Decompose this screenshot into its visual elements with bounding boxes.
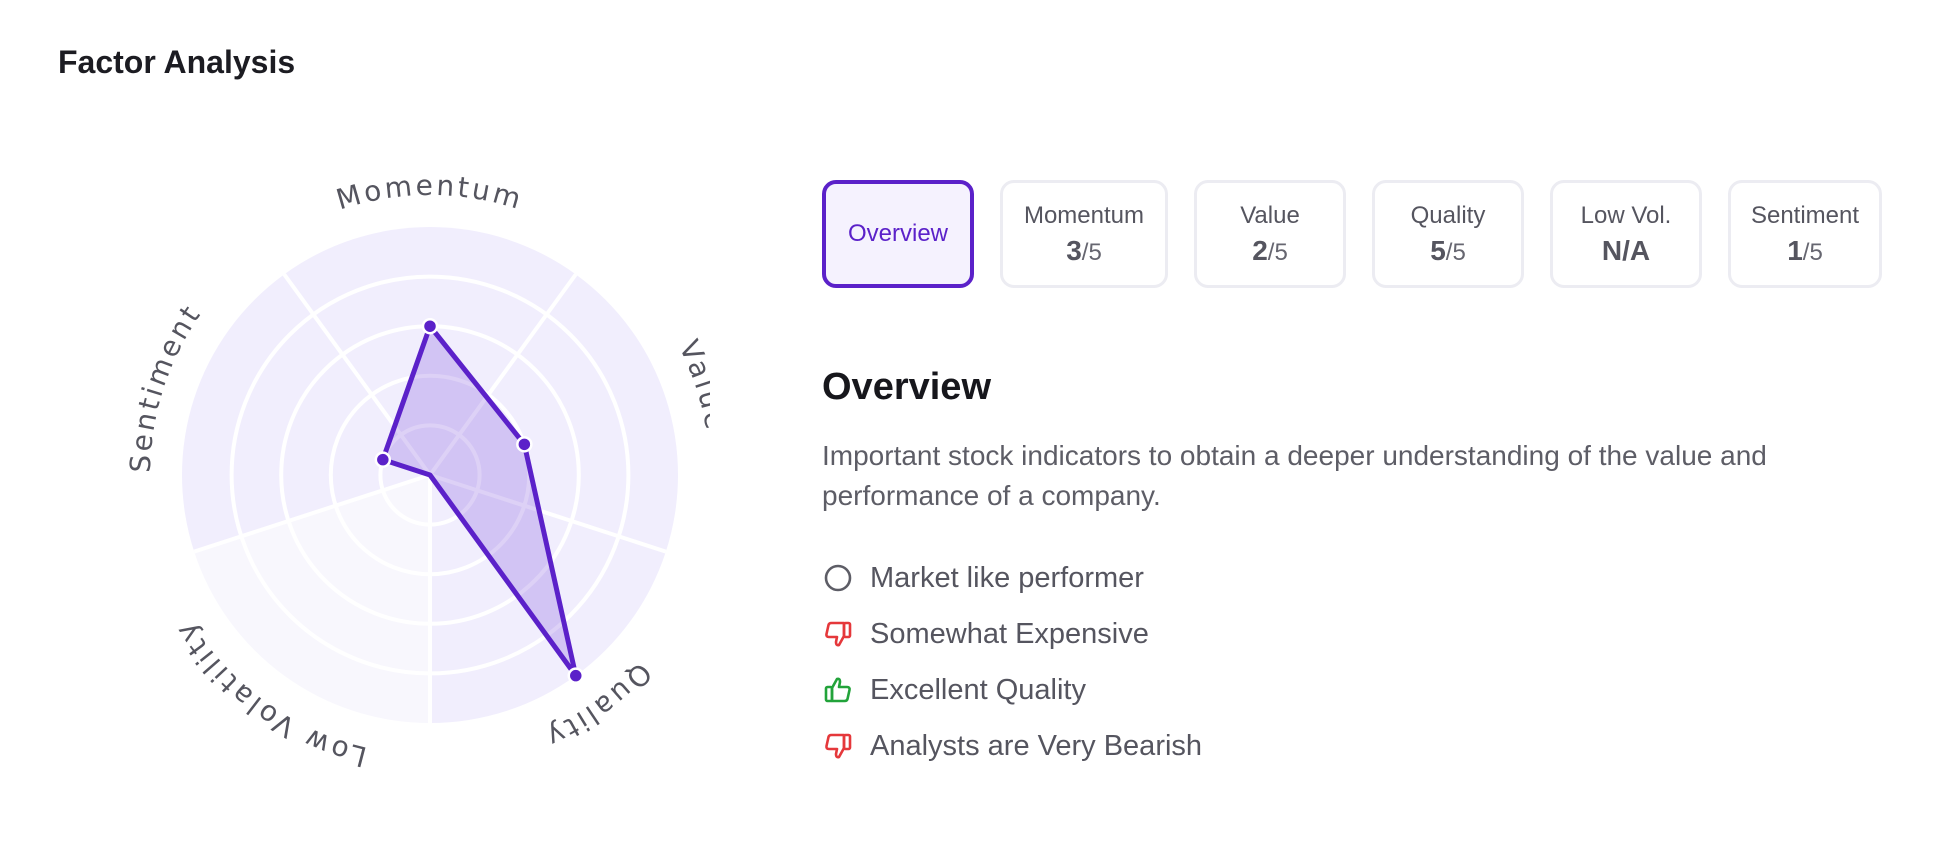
thumbs-down-icon	[822, 730, 854, 762]
factor-tabs: Overview Momentum 3/5 Value 2/5 Quality …	[822, 180, 1882, 292]
tab-label: Momentum	[1023, 202, 1145, 229]
section-heading: Overview	[822, 366, 991, 408]
tab-label: Overview	[847, 220, 949, 247]
radar-chart: MomentumValueQualityLow VolatilitySentim…	[124, 169, 710, 774]
tab-sentiment[interactable]: Sentiment 1/5	[1728, 180, 1882, 288]
radar-point	[374, 451, 392, 468]
list-item: Somewhat Expensive	[822, 606, 1202, 662]
list-item: Market like performer	[822, 550, 1202, 606]
tab-score: 1/5	[1787, 235, 1823, 266]
tab-label: Value	[1240, 202, 1300, 229]
thumbs-down-icon	[822, 618, 854, 650]
list-item: Analysts are Very Bearish	[822, 718, 1202, 774]
tab-overview[interactable]: Overview	[822, 180, 974, 288]
page-title: Factor Analysis	[58, 44, 296, 80]
radar-divider	[428, 273, 578, 477]
tab-value[interactable]: Value 2/5	[1194, 180, 1346, 288]
finding-text: Market like performer	[870, 561, 1144, 594]
radar-divider	[429, 473, 667, 554]
tab-score: 5/5	[1430, 235, 1466, 266]
radar-sector	[194, 475, 430, 723]
finding-text: Analysts are Very Bearish	[870, 729, 1203, 762]
circle-icon	[822, 562, 854, 594]
radar-point	[421, 317, 439, 335]
tab-low-volatility[interactable]: Low Vol. N/A	[1550, 180, 1702, 288]
tab-label: Quality	[1410, 202, 1486, 229]
finding-text: Somewhat Expensive	[870, 617, 1149, 650]
tab-quality[interactable]: Quality 5/5	[1372, 180, 1524, 288]
tab-score: 3/5	[1066, 235, 1102, 266]
tab-label: Low Vol.	[1580, 202, 1672, 229]
radar-divider	[193, 473, 431, 554]
list-item: Excellent Quality	[822, 662, 1202, 718]
axis-label: Momentum	[333, 169, 528, 216]
radar-sector	[430, 274, 678, 552]
tab-score: N/A	[1601, 235, 1651, 266]
radar-sector	[182, 274, 430, 552]
findings-list: Market like performer Somewhat Expensive…	[822, 550, 1202, 774]
tab-label: Sentiment	[1750, 202, 1860, 229]
finding-text: Excellent Quality	[870, 673, 1086, 706]
tab-momentum[interactable]: Momentum 3/5	[1000, 180, 1168, 288]
radar-point	[516, 436, 533, 453]
radar-sector	[430, 475, 666, 723]
thumbs-up-icon	[822, 674, 854, 706]
section-description: Important stock indicators to obtain a d…	[822, 440, 1767, 511]
tab-score: 2/5	[1252, 235, 1288, 266]
radar-series	[380, 323, 579, 679]
radar-divider	[282, 273, 432, 477]
axis-label: Value	[672, 335, 710, 435]
radar-point	[567, 667, 585, 684]
